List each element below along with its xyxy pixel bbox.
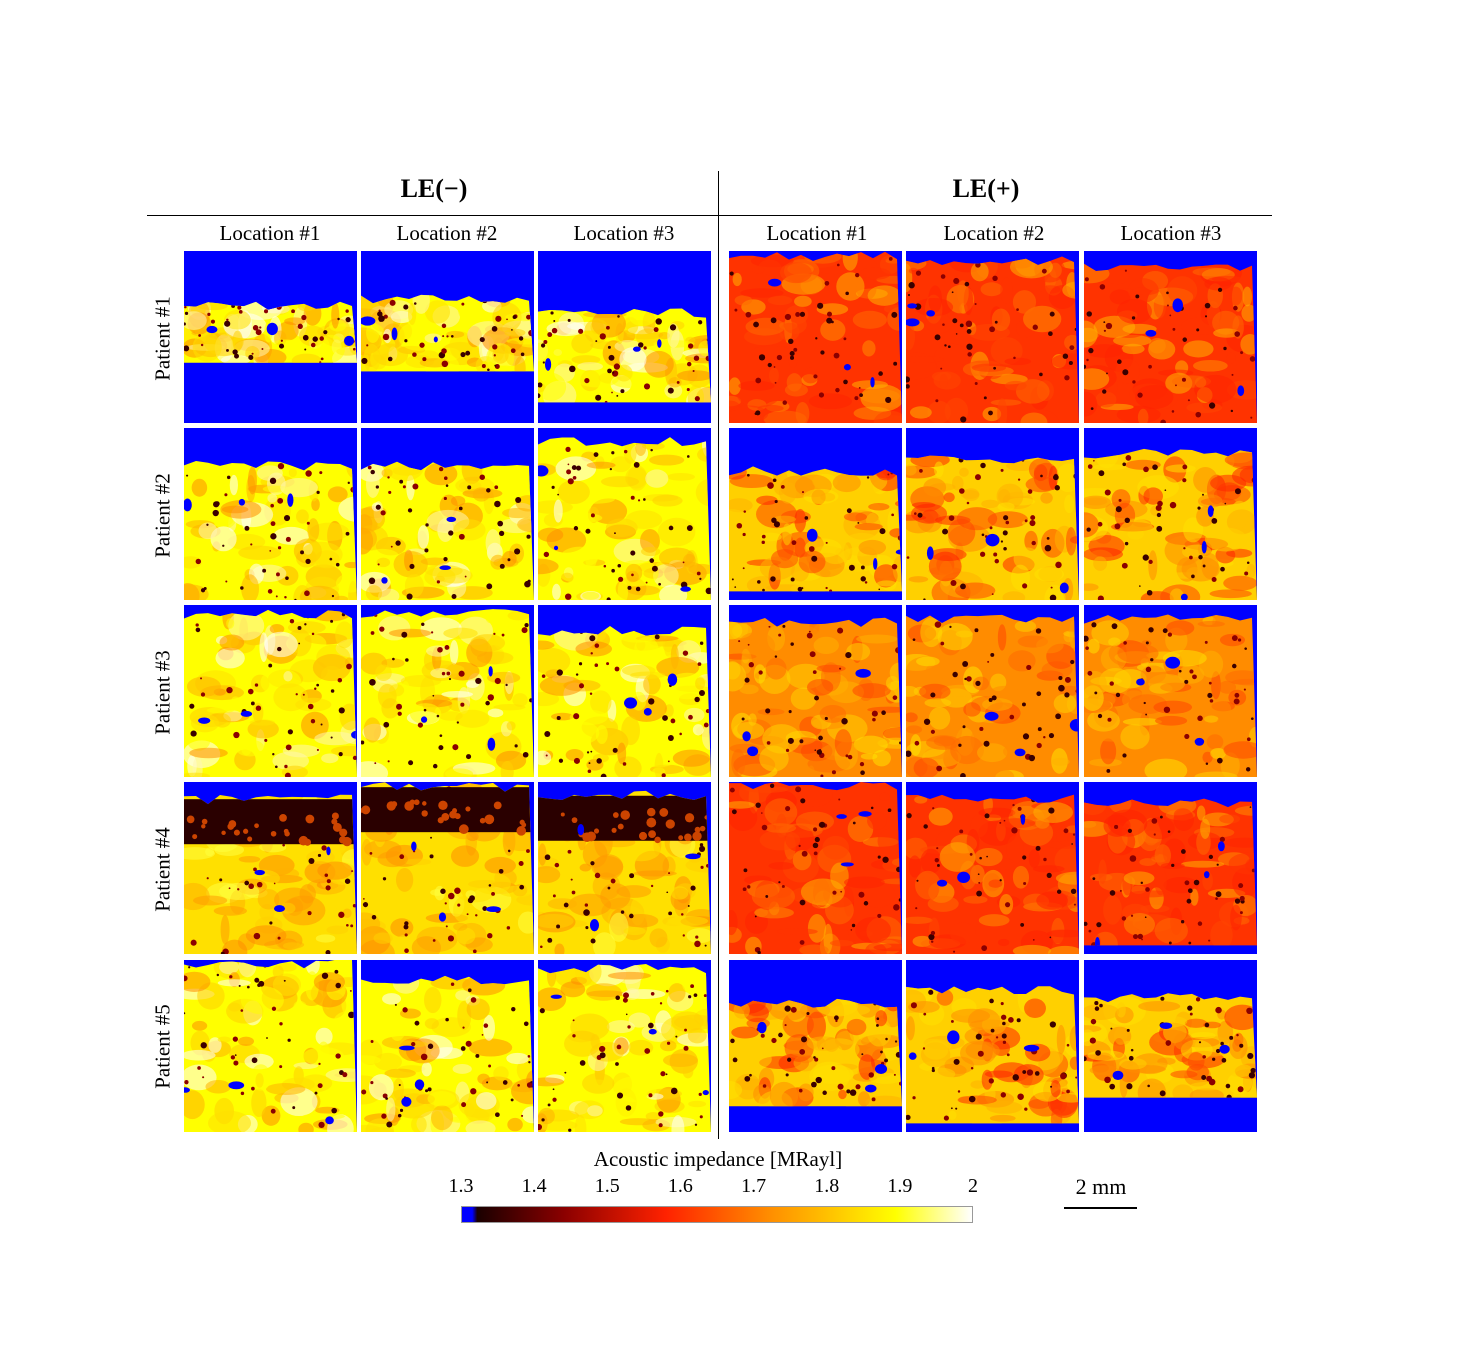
row-label: Patient #5 xyxy=(150,1004,175,1089)
impedance-map-panel xyxy=(361,605,534,777)
impedance-map-panel xyxy=(729,605,902,777)
impedance-map-panel xyxy=(361,251,534,423)
scale-bar-label: 2 mm xyxy=(1075,1174,1127,1199)
column-label: Location #1 xyxy=(219,221,321,245)
impedance-map-panel xyxy=(906,605,1079,777)
impedance-map-panel xyxy=(1084,960,1257,1132)
impedance-map-panel xyxy=(1084,428,1257,600)
colorbar-tick-label: 1.7 xyxy=(741,1175,767,1197)
colorbar-tick-label: 2 xyxy=(968,1175,978,1197)
colorbar-tick-label: 1.8 xyxy=(814,1175,840,1197)
colorbar-tick-label: 1.5 xyxy=(594,1175,620,1197)
impedance-map-panel xyxy=(906,782,1079,954)
impedance-map-panel xyxy=(729,960,902,1132)
impedance-map-panel xyxy=(729,782,902,954)
colorbar-title: Acoustic impedance [MRayl] xyxy=(593,1147,843,1171)
group-title-le-plus: LE(+) xyxy=(952,174,1020,203)
column-label: Location #1 xyxy=(766,221,868,245)
column-label: Location #3 xyxy=(1120,221,1222,245)
row-label: Patient #4 xyxy=(150,827,175,912)
colorbar-tick-label: 1.3 xyxy=(448,1175,474,1197)
scale-bar xyxy=(1064,1207,1137,1209)
row-label: Patient #1 xyxy=(150,296,175,381)
impedance-map-panel xyxy=(906,960,1079,1132)
impedance-map-panel xyxy=(1084,251,1257,423)
row-label: Patient #2 xyxy=(150,473,175,558)
impedance-map-panel xyxy=(906,251,1079,423)
impedance-map-panel xyxy=(184,605,357,777)
impedance-map-panel xyxy=(1084,605,1257,777)
impedance-map-panel xyxy=(1084,782,1257,954)
impedance-map-panel xyxy=(361,960,534,1132)
impedance-map-panel xyxy=(729,251,902,423)
colorbar xyxy=(461,1206,973,1223)
impedance-map-panel xyxy=(538,428,711,600)
impedance-map-panel xyxy=(729,428,902,600)
impedance-map-panel xyxy=(361,428,534,600)
group-divider xyxy=(718,171,719,1139)
impedance-map-panel xyxy=(538,605,711,777)
row-label: Patient #3 xyxy=(150,650,175,735)
impedance-map-panel xyxy=(184,960,357,1132)
column-label: Location #3 xyxy=(573,221,675,245)
header-rule xyxy=(147,215,1272,216)
impedance-map-panel xyxy=(184,251,357,423)
colorbar-tick-label: 1.9 xyxy=(887,1175,913,1197)
colorbar-tick-label: 1.6 xyxy=(667,1175,693,1197)
column-label: Location #2 xyxy=(943,221,1045,245)
colorbar-tick-label: 1.4 xyxy=(521,1175,547,1197)
impedance-map-panel xyxy=(538,960,711,1132)
impedance-map-panel xyxy=(184,428,357,600)
impedance-map-panel xyxy=(906,428,1079,600)
impedance-map-panel xyxy=(538,251,711,423)
column-label: Location #2 xyxy=(396,221,498,245)
impedance-map-panel xyxy=(184,782,357,954)
group-title-le-minus: LE(−) xyxy=(400,174,468,203)
impedance-map-panel xyxy=(538,782,711,954)
impedance-map-panel xyxy=(361,782,534,954)
